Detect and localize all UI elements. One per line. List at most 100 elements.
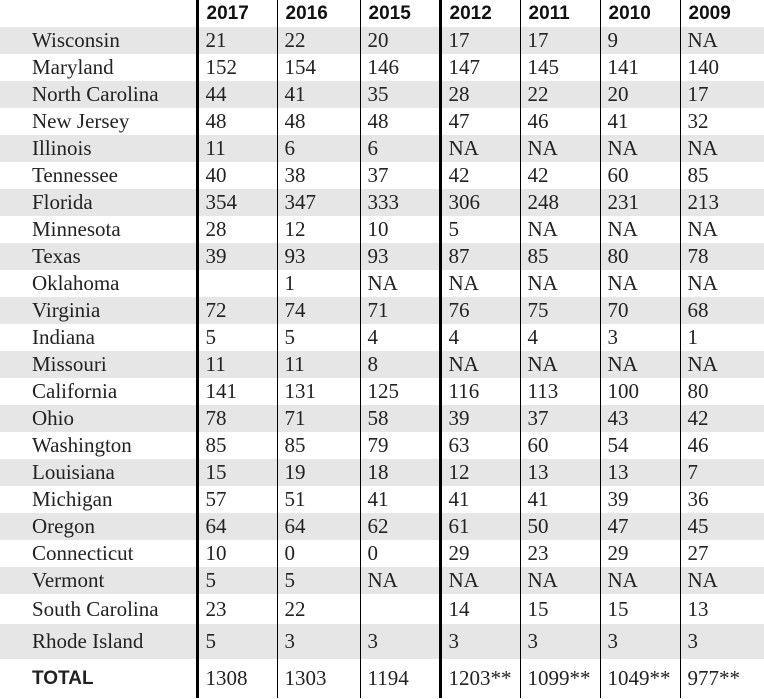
cell: 354 (195, 189, 277, 216)
cell: 58 (359, 405, 440, 432)
cell: 131 (276, 378, 360, 405)
table-row: Connecticut 10 0 0 29 23 29 27 (0, 540, 764, 567)
cell: 19 (276, 459, 360, 486)
cell: NA (679, 135, 764, 162)
cell: NA (599, 216, 680, 243)
cell: NA (359, 270, 440, 297)
cell: NA (519, 135, 600, 162)
column-header: 2009 (679, 0, 764, 27)
column-header: 2016 (276, 0, 360, 27)
cell: 0 (359, 540, 440, 567)
cell: 113 (519, 378, 600, 405)
cell: 141 (195, 378, 277, 405)
cell: 11 (276, 351, 360, 378)
cell: 85 (276, 432, 360, 459)
table-row: Missouri 11 11 8 NA NA NA NA (0, 351, 764, 378)
row-label: Wisconsin (0, 27, 197, 54)
row-label: Oklahoma (32, 271, 120, 295)
cell: 20 (599, 81, 680, 108)
cell: 146 (359, 54, 440, 81)
cell: 1049** (599, 659, 680, 698)
cell: 0 (276, 540, 360, 567)
cell: 60 (519, 432, 600, 459)
cell: 1308 (195, 659, 277, 698)
cell: 35 (359, 81, 440, 108)
table-row: Texas 39 93 93 87 85 80 78 (0, 243, 764, 270)
cell: 4 (438, 324, 520, 351)
cell: 3 (276, 624, 360, 659)
row-label: Florida (0, 189, 197, 216)
table-row: New Jersey 48 48 48 47 46 41 32 (0, 108, 764, 135)
cell: NA (359, 567, 440, 594)
cell: 6 (276, 135, 360, 162)
cell: 15 (195, 459, 277, 486)
cell: 48 (276, 108, 360, 135)
table-row: Maryland 152 154 146 147 145 141 140 (0, 54, 764, 81)
cell: 43 (599, 405, 680, 432)
cell: 248 (519, 189, 600, 216)
cell: 28 (195, 216, 277, 243)
row-label: California (32, 379, 118, 403)
cell: NA (679, 216, 764, 243)
cell: 39 (438, 405, 520, 432)
cell: 29 (438, 540, 520, 567)
cell: 3 (679, 624, 764, 659)
row-label: North Carolina (0, 81, 197, 108)
column-header: 2017 (195, 0, 277, 27)
column-header: 2015 (359, 0, 440, 27)
cell: 75 (519, 297, 600, 324)
cell: 306 (438, 189, 520, 216)
cell: 1 (679, 324, 764, 351)
cell: 333 (359, 189, 440, 216)
column-header: 2010 (599, 0, 680, 27)
cell: 3 (359, 624, 440, 659)
table-row: Illinois 11 6 6 NA NA NA NA (0, 135, 764, 162)
cell: 64 (195, 513, 277, 540)
row-label: Illinois (0, 135, 197, 162)
cell: 3 (519, 624, 600, 659)
cell: 48 (195, 108, 277, 135)
cell: 42 (679, 405, 764, 432)
cell: NA (519, 270, 600, 297)
cell: 71 (359, 297, 440, 324)
corner (0, 0, 197, 27)
cell: 60 (599, 162, 680, 189)
cell: NA (519, 567, 600, 594)
cell: 141 (599, 54, 680, 81)
cell: 3 (599, 624, 680, 659)
row-label: Louisiana (0, 459, 197, 486)
cell: 12 (276, 216, 360, 243)
cell: 8 (359, 351, 440, 378)
table-row: Oregon 64 64 62 61 50 47 45 (0, 513, 764, 540)
cell: 3 (599, 324, 680, 351)
cell: NA (599, 567, 680, 594)
row-label: Oregon (0, 513, 197, 540)
cell: 3 (438, 624, 520, 659)
cell: 347 (276, 189, 360, 216)
cell: 70 (599, 297, 680, 324)
cell: 17 (519, 27, 600, 54)
cell: 42 (438, 162, 520, 189)
cell: 85 (195, 432, 277, 459)
row-label: Texas (0, 243, 197, 270)
cell: 1203** (438, 659, 520, 698)
row-label: Tennessee (32, 163, 118, 187)
table-row: Michigan 57 51 41 41 41 39 36 (0, 486, 764, 513)
row-label: Virginia (0, 297, 197, 324)
cell: NA (599, 351, 680, 378)
cell: 15 (599, 594, 680, 624)
cell: 22 (519, 81, 600, 108)
table-row: Louisiana 15 19 18 12 13 13 7 (0, 459, 764, 486)
table-row: Ohio 78 71 58 39 37 43 42 (0, 405, 764, 432)
cell: 36 (679, 486, 764, 513)
cell: 147 (438, 54, 520, 81)
cell: NA (519, 216, 600, 243)
cell: 78 (679, 243, 764, 270)
cell: 85 (519, 243, 600, 270)
cell: 100 (599, 378, 680, 405)
cell: 1099** (519, 659, 600, 698)
cell: 51 (276, 486, 360, 513)
row-label: Minnesota (32, 217, 121, 241)
cell: 64 (276, 513, 360, 540)
cell: 5 (195, 324, 277, 351)
